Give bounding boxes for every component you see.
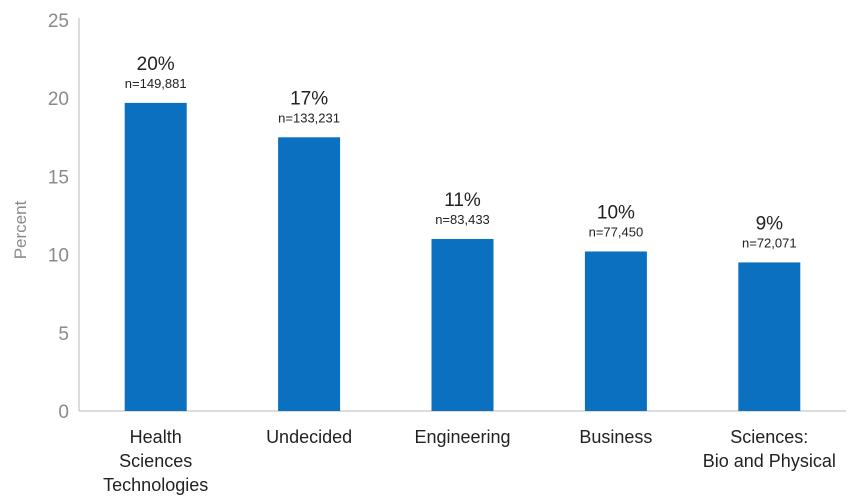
y-tick-label: 5	[58, 324, 69, 345]
bar-count-label: n=133,231	[278, 110, 340, 125]
bar-count-label: n=72,071	[742, 235, 797, 250]
x-tick-label: Sciences	[119, 451, 192, 471]
x-tick-label: Health	[130, 427, 182, 447]
bar-count-label: n=149,881	[125, 76, 187, 91]
bar-percent-label: 10%	[597, 202, 635, 223]
bar	[278, 137, 341, 412]
x-tick-label: Engineering	[414, 427, 510, 447]
bar	[584, 251, 647, 411]
y-tick-label: 0	[58, 402, 69, 423]
y-tick-label: 20	[48, 89, 69, 110]
bar	[431, 238, 494, 411]
x-tick-label: Business	[579, 427, 652, 447]
bar-count-label: n=77,450	[589, 224, 644, 239]
bars	[124, 102, 801, 412]
y-tick-label: 25	[48, 11, 69, 32]
x-axis-labels: Health Sciences Technologies Undecided Engin…	[103, 427, 836, 495]
x-tick-label: Bio and Physical	[703, 451, 836, 471]
x-tick-label: Technologies	[103, 475, 208, 495]
bar	[738, 262, 801, 411]
y-tick-label: 15	[48, 167, 69, 188]
bar-percent-label: 17%	[290, 88, 328, 109]
bar-percent-label: 9%	[756, 213, 784, 234]
y-axis-title: Percent	[11, 200, 30, 259]
bar-percent-label: 11%	[444, 190, 481, 211]
y-tick-label: 10	[48, 246, 69, 267]
bar	[124, 102, 187, 411]
x-tick-label: Sciences:	[730, 427, 808, 447]
y-axis-ticks: 0 5 10 15 20 25	[48, 11, 69, 423]
x-tick-label: Undecided	[266, 427, 352, 447]
bar-count-label: n=83,433	[435, 212, 490, 227]
bar-percent-label: 20%	[137, 54, 175, 75]
